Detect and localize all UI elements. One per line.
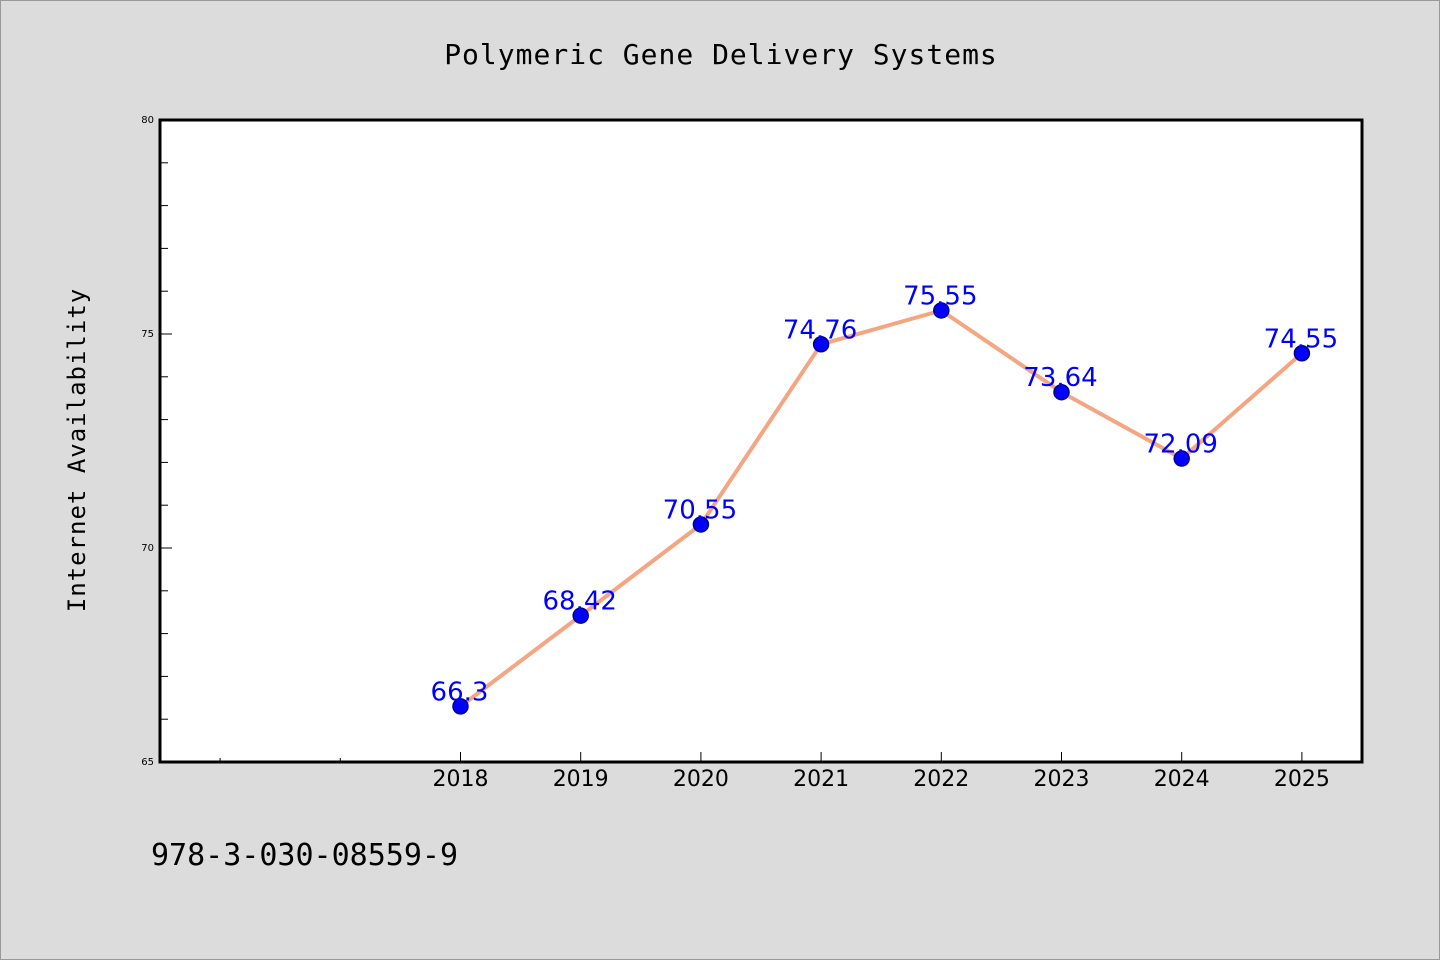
x-tick-label: 2022 xyxy=(913,767,969,792)
x-tick-label: 2018 xyxy=(433,767,489,792)
data-point xyxy=(812,336,830,353)
y-tick-label: 80 xyxy=(141,115,154,126)
series-line xyxy=(458,308,1304,709)
data-point xyxy=(692,516,710,533)
x-axis-ticks: 2018 2019 2020 2021 2022 2023 2024 2025 xyxy=(219,752,1330,792)
y-tick-label: 65 xyxy=(141,757,154,768)
data-label: 73.64 xyxy=(1023,363,1097,393)
data-label: 66.3 xyxy=(431,677,489,707)
data-point xyxy=(1053,383,1070,401)
x-tick-label: 2023 xyxy=(1034,767,1090,792)
y-axis-label: Internet Availability xyxy=(63,288,91,612)
data-point xyxy=(572,607,589,624)
x-tick-label: 2021 xyxy=(793,767,849,792)
data-labels: 66.3 68.42 70.55 74.76 75.55 73.64 72.09 74.55 xyxy=(431,281,1339,707)
data-label: 70.55 xyxy=(663,495,737,525)
data-point xyxy=(1293,345,1311,362)
data-point xyxy=(1173,450,1190,467)
x-tick-label: 2019 xyxy=(553,767,609,792)
data-point xyxy=(452,698,469,715)
plot-area xyxy=(158,118,1364,764)
series-line-group xyxy=(458,308,1304,709)
x-tick-label: 2024 xyxy=(1154,767,1210,792)
data-point xyxy=(933,302,950,319)
footer-isbn: 978-3-030-08559-9 xyxy=(151,838,458,873)
chart-title: Polymeric Gene Delivery Systems xyxy=(444,38,998,71)
data-label: 74.55 xyxy=(1264,324,1338,354)
data-label: 72.09 xyxy=(1143,430,1217,460)
y-tick-label: 70 xyxy=(141,543,154,554)
data-label: 74.76 xyxy=(783,315,857,345)
x-tick-label: 2025 xyxy=(1274,767,1330,792)
y-axis-ticks: 65 70 75 80 xyxy=(141,115,172,768)
series-markers xyxy=(452,302,1311,715)
y-tick-label: 75 xyxy=(141,329,154,340)
data-label: 68.42 xyxy=(542,587,616,617)
data-label: 75.55 xyxy=(903,281,977,311)
x-tick-label: 2020 xyxy=(673,767,729,792)
